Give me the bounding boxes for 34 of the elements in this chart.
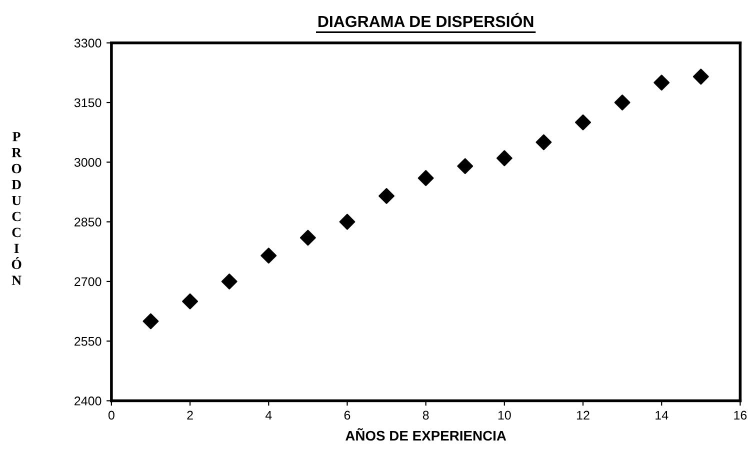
x-tick-label: 2 — [187, 410, 193, 420]
point — [654, 74, 670, 91]
point — [142, 313, 159, 330]
x-tick-label: 12 — [577, 410, 590, 420]
point — [457, 158, 474, 174]
x-tick-label: 0 — [108, 410, 114, 420]
y-tick-label: 3300 — [74, 38, 102, 48]
y-tick-label: 2850 — [74, 218, 102, 226]
point — [339, 214, 356, 230]
y-tick-label: 3000 — [74, 158, 102, 167]
point — [260, 248, 277, 264]
point — [221, 273, 238, 290]
y-tick-label: 2550 — [74, 336, 102, 346]
x-axis-title: AÑOS DE EXPERIENCIA — [346, 428, 506, 441]
y-tick-label: 2700 — [74, 277, 102, 286]
x-tick-label: 4 — [265, 410, 272, 420]
y-tick-label: 2400 — [74, 396, 102, 406]
chart-title: DIAGRAMA DE DISPERSIÓN — [318, 12, 534, 28]
x-tick-label: 8 — [422, 410, 429, 420]
point — [300, 230, 316, 246]
y-tick-label: 3150 — [74, 98, 102, 108]
point — [496, 150, 512, 166]
x-tick-label: 14 — [656, 410, 668, 420]
point — [182, 293, 198, 310]
x-tick-label: 16 — [734, 410, 747, 420]
point — [536, 134, 552, 150]
x-tick-label: 6 — [344, 410, 350, 420]
x-tick-label: 10 — [498, 410, 511, 420]
text: PRODUCCIÓN — [12, 132, 22, 285]
point — [692, 68, 709, 85]
point — [378, 188, 395, 204]
point — [575, 114, 591, 130]
point — [418, 170, 434, 186]
point — [614, 94, 630, 110]
